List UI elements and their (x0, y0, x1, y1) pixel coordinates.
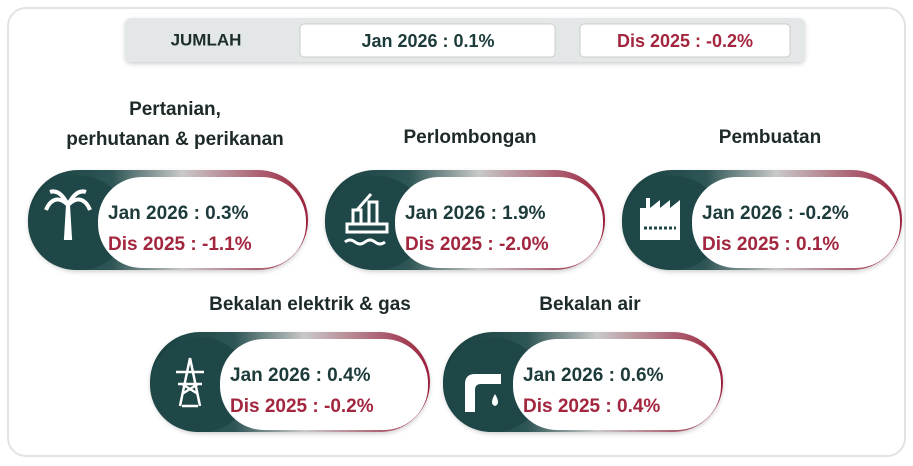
card-title: Bekalan air (539, 294, 641, 315)
icon-tap (465, 374, 501, 412)
card-title: Pembuatan (719, 127, 821, 148)
card-current: Jan 2026 : 0.6% (523, 365, 664, 386)
header-current-box (299, 23, 556, 58)
card-title: perhutanan & perikanan (66, 129, 284, 150)
card: Jan 2026 : -0.2% Dis 2025 : 0.1% (622, 170, 902, 270)
card-current: Jan 2026 : 0.3% (108, 203, 249, 224)
card-previous: Dis 2025 : -2.0% (405, 234, 549, 255)
card-icon (44, 189, 92, 240)
card-body (98, 177, 306, 268)
card: Jan 2026 : 0.3% Dis 2025 : -1.1% (28, 170, 308, 270)
card-previous: Dis 2025 : -0.2% (230, 396, 374, 417)
header-previous-box (579, 23, 791, 58)
card-previous: Dis 2025 : -1.1% (108, 234, 252, 255)
icon-tower (176, 357, 204, 408)
header-label: JUMLAH (171, 30, 242, 49)
icon-drop (492, 394, 498, 406)
card-body (395, 177, 603, 268)
card-icon (176, 357, 204, 408)
card-current: Jan 2026 : -0.2% (702, 203, 849, 224)
card-body (692, 177, 900, 268)
card: Jan 2026 : 1.9% Dis 2025 : -2.0% (325, 170, 605, 270)
card-title: Bekalan elektrik & gas (209, 294, 411, 315)
card-title: Pertanian, (129, 99, 221, 120)
card-title: Perlombongan (403, 127, 536, 148)
card-body (220, 339, 428, 430)
card: Jan 2026 : 0.6% Dis 2025 : 0.4% (443, 332, 723, 432)
header-current: Jan 2026 : 0.1% (361, 31, 494, 51)
card: Jan 2026 : 0.4% Dis 2025 : -0.2% (150, 332, 430, 432)
icon-palm (44, 189, 92, 240)
card-body (513, 339, 721, 430)
header-previous: Dis 2025 : -0.2% (617, 31, 753, 51)
card-previous: Dis 2025 : 0.4% (523, 396, 660, 417)
card-previous: Dis 2025 : 0.1% (702, 234, 839, 255)
card-current: Jan 2026 : 0.4% (230, 365, 371, 386)
card-current: Jan 2026 : 1.9% (405, 203, 546, 224)
card-icon (465, 374, 501, 412)
card-icon (344, 193, 389, 246)
icon-rig (344, 193, 389, 246)
card-icon (640, 198, 680, 240)
